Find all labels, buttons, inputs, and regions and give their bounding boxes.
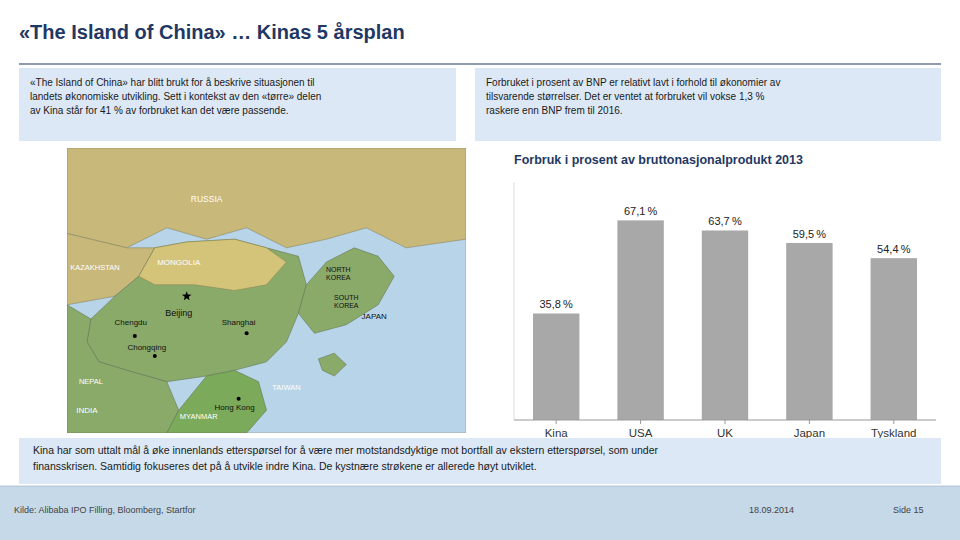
right-panel: [475, 68, 941, 141]
map-label-line: INDIA: [76, 406, 98, 415]
title-separator: [19, 63, 941, 64]
bar: [617, 220, 663, 420]
footer-text-line: finansskrisen. Samtidig fokuseres det på…: [33, 460, 537, 472]
page: «The Island of China» … Kinas 5 årsplan «…: [0, 0, 960, 540]
bar: [871, 258, 917, 420]
bottom-separator: [0, 486, 960, 487]
bar: [786, 243, 832, 420]
map-label-line: RUSSIA: [191, 194, 223, 204]
map-label: Chengdu: [115, 318, 147, 327]
date-text: 18.09.2014: [749, 505, 794, 515]
left-text-line: landets økonomiske utvikling. Sett i kon…: [30, 91, 321, 102]
left-text: «The Island of China» har blitt brukt fo…: [30, 77, 321, 116]
map-label-line: JAPAN: [362, 312, 387, 321]
left-text-line: av Kina står for 41 % av forbruket kan d…: [30, 105, 288, 116]
map-russia: [67, 148, 466, 248]
map-city-dot: [153, 354, 157, 358]
data-label: 67,1 %: [624, 205, 658, 217]
x-tick-label: Japan: [794, 427, 825, 439]
map-label: Shanghai: [222, 318, 256, 327]
background: [0, 0, 960, 540]
map-label-line: Chongqing: [127, 343, 166, 352]
bottom-bar: [0, 486, 960, 540]
x-tick: [725, 420, 726, 424]
x-tick-label: USA: [629, 427, 653, 439]
x-tick: [809, 420, 810, 424]
footer-panel: [19, 438, 941, 484]
map-korea-japan: [298, 248, 394, 333]
data-label: 54,4 %: [877, 243, 911, 255]
map-label: NEPAL: [79, 377, 103, 386]
bar: [533, 313, 579, 420]
x-tick-label: Kina: [545, 427, 569, 439]
map-label: JAPAN: [362, 312, 387, 321]
source-text: Kilde: Alibaba IPO Filling, Bloomberg, S…: [14, 505, 196, 515]
map-label-line: Chengdu: [115, 318, 147, 327]
map-city-dot: [133, 334, 137, 338]
value-range-line: [514, 182, 515, 420]
map-label-line: KAZAKHSTAN: [70, 263, 119, 272]
map-india: [67, 305, 179, 433]
map-mongolia: [139, 239, 287, 290]
map-label: MYANMAR: [180, 412, 218, 421]
map-label-line: MONGOLIA: [157, 258, 201, 267]
data-label: 35,8 %: [539, 298, 573, 310]
x-tick: [893, 420, 894, 424]
page-title: «The Island of China» … Kinas 5 årsplan: [19, 21, 405, 43]
x-tick-label: Tyskland: [871, 427, 916, 439]
map-label-line: MYANMAR: [180, 412, 218, 421]
data-label: 63,7 %: [708, 215, 742, 227]
map-china: [87, 239, 306, 382]
map-label-line: SOUTH: [334, 294, 359, 301]
bar: [702, 230, 748, 420]
data-label: 59,5 %: [793, 228, 827, 240]
map-label: NORTHKOREA: [326, 266, 351, 281]
right-text-line: raskere enn BNP frem til 2016.: [486, 105, 623, 116]
right-text: Forbruket i prosent av BNP er relativt l…: [486, 77, 780, 116]
footer-text-line: Kina har som uttalt mål å øke innenlands…: [33, 444, 659, 456]
map: [67, 148, 466, 433]
map-label-line: KOREA: [326, 274, 351, 281]
map-label-line: TAIWAN: [272, 383, 300, 392]
chart-title: Forbruk i prosent av bruttonasjonalprodu…: [514, 153, 803, 167]
x-tick: [556, 420, 557, 424]
map-label-line: Beijing: [165, 308, 192, 318]
map-label: Hong Kong: [215, 403, 255, 412]
left-text-line: «The Island of China» har blitt brukt fo…: [30, 77, 315, 88]
bars: [533, 220, 917, 420]
x-tick: [640, 420, 641, 424]
map-label: RUSSIA: [191, 194, 223, 204]
page-number: Side 15: [893, 505, 924, 515]
right-text-line: Forbruket i prosent av BNP er relativt l…: [486, 77, 780, 88]
x-tick-label: UK: [717, 427, 733, 439]
map-label-line: NORTH: [326, 266, 351, 273]
map-label-line: Shanghai: [222, 318, 256, 327]
map-label: MONGOLIA: [157, 258, 201, 267]
map-label: Beijing: [165, 308, 192, 318]
left-panel: [19, 68, 456, 141]
map-label-line: Hong Kong: [215, 403, 255, 412]
map-label-line: NEPAL: [79, 377, 103, 386]
map-capital-star: [182, 291, 192, 300]
map-label: INDIA: [76, 406, 98, 415]
map-label: KAZAKHSTAN: [70, 263, 119, 272]
map-myanmar: [167, 370, 267, 433]
map-city-dot: [245, 331, 249, 335]
map-label-line: KOREA: [334, 302, 359, 309]
right-text-line: tilsvarende størrelser. Det er ventet at…: [486, 91, 765, 102]
map-label: TAIWAN: [272, 383, 300, 392]
map-city-dot: [237, 397, 241, 401]
footer-text: Kina har som uttalt mål å øke innenlands…: [33, 444, 659, 472]
map-sea: [67, 148, 466, 433]
map-label: SOUTHKOREA: [334, 294, 359, 309]
map-label: Chongqing: [127, 343, 166, 352]
map-taiwan: [318, 353, 346, 376]
